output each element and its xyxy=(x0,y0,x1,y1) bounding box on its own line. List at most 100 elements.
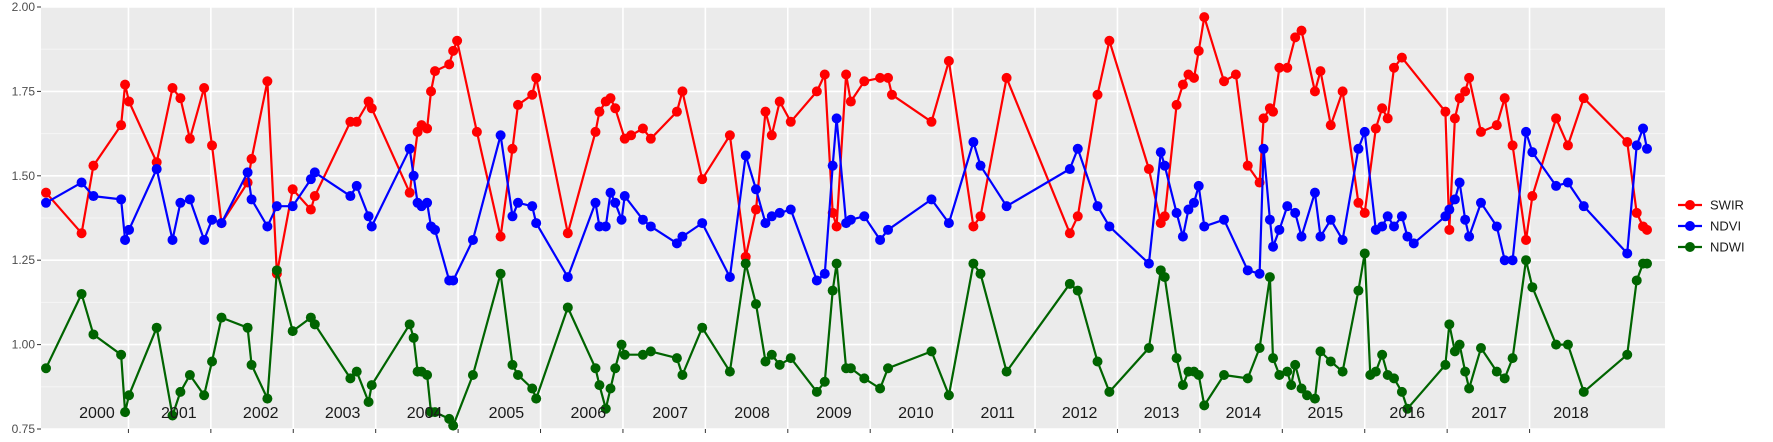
ndwi-point xyxy=(1521,255,1532,266)
ndwi-point xyxy=(785,353,796,364)
swir-point xyxy=(1377,103,1388,114)
ndvi-point xyxy=(926,194,937,205)
ndwi-point xyxy=(151,322,162,333)
ndwi-point xyxy=(1499,373,1510,384)
ndwi-point xyxy=(527,383,538,394)
swir-point xyxy=(1370,123,1381,134)
ndvi-point xyxy=(207,214,218,225)
swir-point xyxy=(1454,93,1465,104)
swir-point xyxy=(175,93,186,104)
ndvi-point xyxy=(41,197,51,208)
ndvi-point xyxy=(531,218,542,229)
ndvi-point xyxy=(1258,143,1269,154)
ndwi-point xyxy=(1193,369,1204,380)
ndwi-point xyxy=(216,312,227,323)
ndwi-point xyxy=(351,366,362,377)
ndvi-point xyxy=(512,197,523,208)
ndwi-point xyxy=(1631,275,1642,286)
ndwi-point xyxy=(590,363,601,374)
ndvi-point xyxy=(1296,231,1307,242)
swir-point xyxy=(88,160,99,171)
swir-point xyxy=(968,221,979,232)
swir-point xyxy=(1491,120,1502,131)
swir-point xyxy=(811,86,822,97)
ndvi-point xyxy=(883,224,894,235)
ndvi-point xyxy=(1309,187,1320,198)
swir-point xyxy=(1230,69,1241,80)
ndvi-point xyxy=(1188,197,1199,208)
swir-point xyxy=(886,89,897,100)
ndvi-point xyxy=(1155,147,1166,158)
swir-point xyxy=(760,106,771,117)
swir-point xyxy=(1193,45,1204,56)
ndvi-point xyxy=(600,221,611,232)
ndvi-point xyxy=(1274,224,1285,235)
year-label: 2005 xyxy=(489,405,525,422)
swir-point xyxy=(1064,228,1075,239)
swir-point xyxy=(785,116,796,127)
y-tick-label: 1.50 xyxy=(12,169,36,183)
ndvi-point xyxy=(1444,204,1455,215)
ndwi-point xyxy=(562,302,573,313)
ndvi-point xyxy=(1402,231,1413,242)
swir-point xyxy=(626,130,637,141)
ndwi-point xyxy=(404,319,415,330)
swir-point xyxy=(366,103,377,114)
ndwi-point xyxy=(1219,369,1230,380)
swir-point xyxy=(831,221,842,232)
ndwi-point xyxy=(619,349,630,360)
ndvi-point xyxy=(1389,221,1400,232)
ndwi-point xyxy=(1578,386,1589,397)
ndwi-point xyxy=(1464,383,1475,394)
swir-point xyxy=(41,187,51,198)
ndvi-point xyxy=(724,272,735,283)
ndwi-point xyxy=(943,390,954,401)
swir-point xyxy=(429,66,440,77)
ndvi-point xyxy=(1183,204,1194,215)
year-label: 2016 xyxy=(1389,405,1425,422)
ndwi-point xyxy=(968,258,979,269)
ndwi-point xyxy=(1353,285,1364,296)
ndvi-point xyxy=(1491,221,1502,232)
ndwi-point xyxy=(724,366,735,377)
ndwi-point xyxy=(1551,339,1562,350)
swir-point xyxy=(859,76,870,87)
swir-point xyxy=(452,35,463,46)
swir-point xyxy=(1315,66,1326,77)
swir-point xyxy=(1325,120,1336,131)
ndvi-point xyxy=(740,150,751,161)
swir-point xyxy=(404,187,415,198)
ndvi-point xyxy=(151,164,162,175)
ndvi-point xyxy=(242,167,253,178)
swir-point xyxy=(819,69,830,80)
ndwi-point xyxy=(467,369,478,380)
ndvi-point xyxy=(1177,231,1188,242)
ndwi-point xyxy=(1264,272,1275,283)
ndwi-point xyxy=(207,356,218,367)
ndvi-point xyxy=(1325,214,1336,225)
ndvi-point xyxy=(448,275,459,286)
ndvi-point xyxy=(1499,255,1510,266)
swir-point xyxy=(671,106,682,117)
ndwi-point xyxy=(883,363,894,374)
ndvi-point xyxy=(619,191,630,202)
y-tick-label: 2.00 xyxy=(12,0,36,14)
ndvi-point xyxy=(1199,221,1210,232)
ndwi-point xyxy=(1302,390,1313,401)
swir-point xyxy=(1521,234,1532,245)
year-label: 2012 xyxy=(1062,405,1098,422)
ndwi-point xyxy=(677,369,688,380)
ndvi-point xyxy=(1454,177,1465,188)
ndvi-point xyxy=(1460,214,1471,225)
swir-point xyxy=(883,72,894,83)
swir-point xyxy=(1104,35,1115,46)
ndvi-point xyxy=(88,191,99,202)
ndvi-point xyxy=(760,218,771,229)
ndvi-point xyxy=(766,211,777,222)
ndvi-point xyxy=(1092,201,1103,212)
swir-point xyxy=(422,123,433,134)
y-tick-label: 1.00 xyxy=(12,338,36,352)
swir-point xyxy=(1274,62,1285,73)
ndvi-point xyxy=(507,211,518,222)
